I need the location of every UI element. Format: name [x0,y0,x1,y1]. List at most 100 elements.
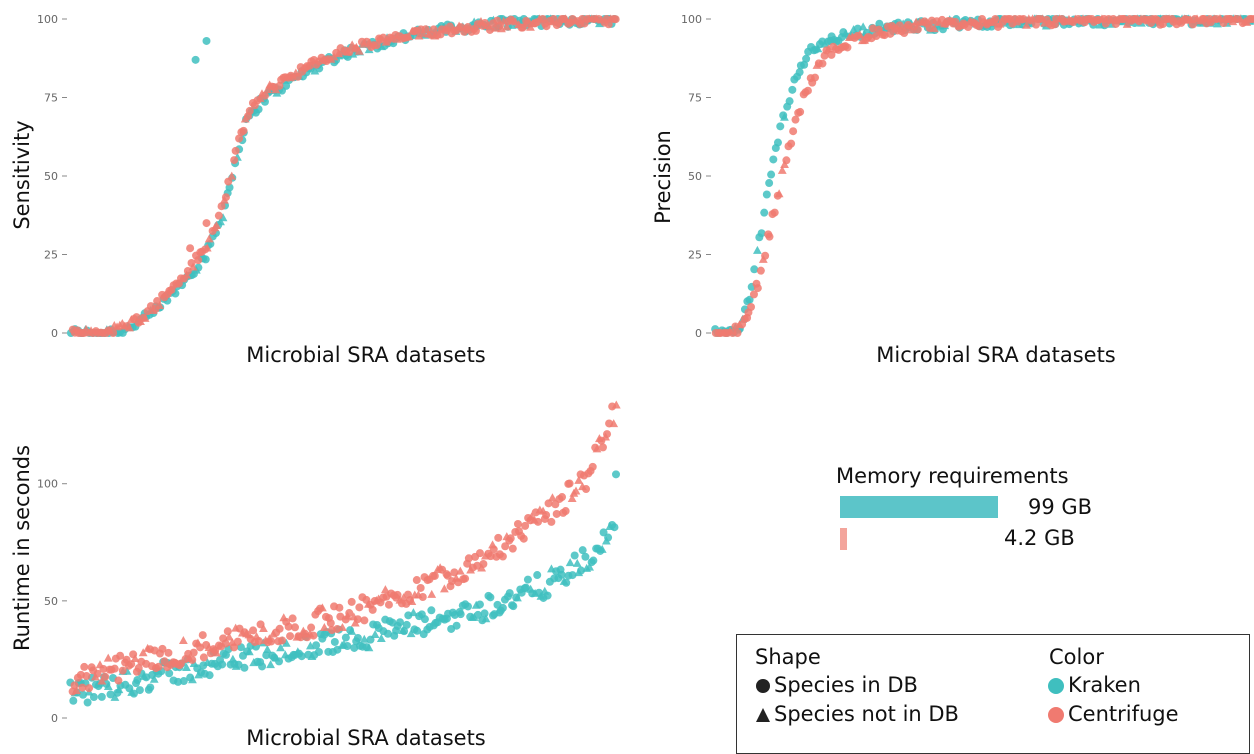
runtime-centrifuge-point [275,624,284,633]
sensitivity-centrifuge-point [235,134,244,143]
sensitivity-centrifuge-point [136,317,145,326]
y-tick-label: 0 [695,327,702,340]
runtime-kraken-point [480,609,489,618]
runtime-kraken-point [353,633,362,642]
runtime-centrifuge-point [547,517,556,526]
precision-centrifuge-point [1242,17,1252,26]
y-tick-label: 50 [44,170,58,183]
runtime-centrifuge-point [582,485,591,494]
runtime-centrifuge-point [196,643,205,652]
runtime-centrifuge-point [267,637,276,646]
precision-kraken-point [753,245,762,254]
precision-centrifuge-point [827,50,836,59]
sensitivity-centrifuge-point [202,243,212,252]
precision-chart: Precision Microbial SRA datasets 0 25 50 75… [630,0,1254,372]
precision-centrifuge-point [1250,15,1254,23]
precision-y-title: Precision [651,130,675,224]
runtime-centrifuge-point [116,651,125,660]
precision-kraken-point [858,22,868,31]
runtime-kraken-point [97,692,106,701]
runtime-kraken-point [578,546,587,555]
sensitivity-centrifuge-point [194,256,203,265]
runtime-kraken-point [149,674,159,683]
sensitivity-x-title: Microbial SRA datasets [246,343,486,367]
runtime-points [66,400,621,707]
runtime-kraken-point [364,643,374,652]
runtime-centrifuge-point [521,521,530,530]
runtime-centrifuge-point [223,627,232,636]
sensitivity-centrifuge-point [471,26,480,35]
sensitivity-centrifuge-point [188,262,198,271]
runtime-centrifuge-point [571,486,581,495]
runtime-centrifuge-point [288,614,297,623]
precision-centrifuge-point [886,29,895,38]
legend-shape-heading: Shape [755,645,821,669]
runtime-kraken-point [463,602,472,611]
y-tick-label: 75 [688,92,702,105]
runtime-kraken-point [505,589,514,598]
runtime-kraken-point [474,610,483,619]
sensitivity-plot: Sensitivity Microbial SRA datasets 0 25 50… [10,13,620,367]
runtime-kraken-point [572,558,582,567]
runtime-kraken-point [83,698,92,707]
runtime-kraken-point [182,662,191,671]
sensitivity-centrifuge-point [125,323,134,332]
runtime-centrifuge-point [319,623,329,632]
precision-centrifuge-point [791,115,800,124]
runtime-kraken-point [452,621,461,630]
precision-centrifuge-point [761,251,770,260]
runtime-centrifuge-point [221,639,230,648]
runtime-centrifuge-point [592,444,602,453]
runtime-centrifuge-point [72,686,81,695]
runtime-centrifuge-point [574,475,584,484]
runtime-centrifuge-point [82,671,91,680]
memory-label-kraken: 99 GB [1028,495,1093,519]
runtime-kraken-point [258,662,267,671]
runtime-centrifuge-point [464,554,473,563]
sensitivity-kraken-point [310,66,320,75]
sensitivity-centrifuge-point [490,23,500,32]
runtime-centrifuge-point [134,664,143,673]
precision-kraken-point [750,265,759,274]
runtime-kraken-point [165,669,174,678]
runtime-centrifuge-point [284,622,293,631]
triangle-icon [755,707,771,723]
runtime-centrifuge-point [158,644,167,653]
precision-centrifuge-point [780,159,789,168]
runtime-centrifuge-point [85,684,94,693]
precision-centrifuge-point [803,86,812,95]
runtime-kraken-point [543,591,552,600]
legend-color: Color Kraken Centrifuge [1047,643,1179,729]
runtime-kraken-point [312,641,321,650]
y-tick-label: 100 [37,478,58,491]
runtime-centrifuge-point [588,462,597,471]
precision-kraken-point [795,68,804,77]
sensitivity-centrifuge-point [354,46,364,55]
precision-kraken-point [788,85,797,94]
runtime-centrifuge-point [347,597,356,606]
y-tick-label: 50 [44,595,58,608]
legend-color-heading: Color [1049,645,1104,669]
runtime-kraken-point [498,603,507,612]
sensitivity-centrifuge-point [204,234,214,243]
runtime-kraken-point [89,693,98,702]
memory-title: Memory requirements [836,464,1069,488]
runtime-centrifuge-point [450,568,459,577]
runtime-centrifuge-point [78,683,87,692]
runtime-kraken-point [129,689,138,698]
legend-shape: Shape Species in DB Species not in DB [755,643,959,729]
runtime-centrifuge-point [224,632,234,641]
sensitivity-centrifuge-point [217,202,226,211]
sensitivity-centrifuge-point [485,25,494,34]
runtime-centrifuge-point [249,626,258,635]
legend-item-species-not-in-db: Species not in DB [755,700,959,729]
runtime-kraken-point [69,696,78,705]
runtime-kraken-point [565,558,575,567]
runtime-centrifuge-point [127,660,136,669]
runtime-kraken-point [240,663,249,672]
runtime-centrifuge-point [558,493,567,502]
sensitivity-y-title: Sensitivity [10,120,34,229]
runtime-centrifuge-point [326,619,335,628]
runtime-centrifuge-point [178,635,188,644]
precision-kraken-point [773,138,782,147]
